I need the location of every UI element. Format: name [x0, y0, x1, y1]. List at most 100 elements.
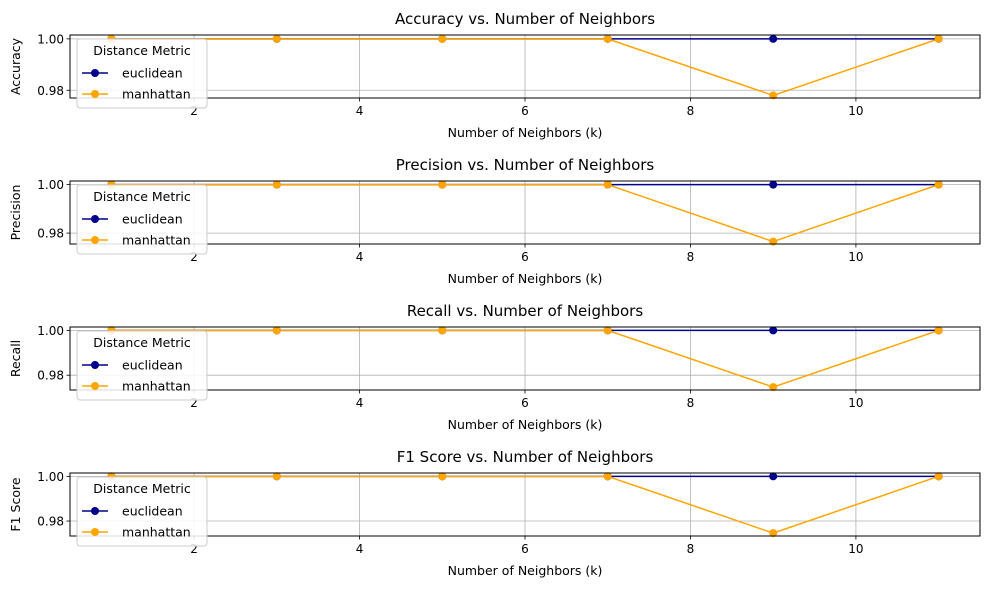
data-point-manhattan: [603, 472, 612, 481]
y-axis-label: Precision: [8, 185, 23, 241]
x-tick-label: 8: [687, 542, 695, 556]
legend-marker-manhattan: [91, 382, 99, 390]
series-line-manhattan: [111, 183, 939, 243]
legend-marker-manhattan: [91, 90, 99, 98]
legend-label-euclidean: euclidean: [122, 66, 183, 81]
legend-label-manhattan: manhattan: [122, 233, 191, 248]
data-point-manhattan: [438, 180, 447, 189]
x-axis-label: Number of Neighbors (k): [448, 271, 603, 286]
series-line-manhattan: [111, 329, 939, 388]
x-tick-label: 10: [848, 542, 863, 556]
x-tick-label: 4: [356, 250, 364, 264]
legend-marker-euclidean: [91, 507, 99, 515]
legend-marker-manhattan: [91, 236, 99, 244]
y-tick-label: 1.00: [37, 470, 64, 484]
subplot-4: 2 4 6 8 10 0.98 1.00 F1 Score vs. Number of Nei…: [8, 448, 981, 578]
data-point-manhattan: [272, 34, 281, 43]
y-axis-label: Accuracy: [8, 37, 23, 95]
legend: Distance Metric euclidean manhattan: [76, 330, 208, 401]
legend: Distance Metric euclidean manhattan: [76, 476, 208, 547]
x-tick-label: 6: [521, 250, 529, 264]
x-axis-label: Number of Neighbors (k): [448, 125, 603, 140]
chart-title: F1 Score vs. Number of Neighbors: [397, 448, 654, 466]
legend-label-manhattan: manhattan: [122, 87, 191, 102]
x-tick-label: 10: [848, 104, 863, 118]
series-line-manhattan: [111, 475, 939, 534]
y-tick-label: 1.00: [37, 32, 64, 46]
x-tick-label: 8: [687, 250, 695, 264]
x-tick-label: 4: [356, 396, 364, 410]
data-point-manhattan: [272, 180, 281, 189]
subplot-3: 2 4 6 8 10 0.98 1.00 Recall vs. Number of Neigh…: [8, 302, 981, 432]
x-tick-label: 4: [356, 542, 364, 556]
data-point-manhattan: [934, 326, 943, 335]
x-tick-label: 2: [190, 250, 198, 264]
legend-marker-euclidean: [91, 69, 99, 77]
data-point-manhattan: [272, 472, 281, 481]
y-tick-label: 0.98: [37, 227, 64, 241]
x-tick-label: 4: [356, 104, 364, 118]
subplot-1: 2 4 6 8 10 0.98 1.00 Accuracy vs. Number of Nei…: [8, 10, 981, 140]
x-tick-label: 8: [687, 396, 695, 410]
x-tick-label: 6: [521, 542, 529, 556]
data-point-manhattan: [603, 180, 612, 189]
data-point-euclidean: [769, 180, 778, 189]
data-point-manhattan: [769, 91, 778, 100]
legend-marker-euclidean: [91, 215, 99, 223]
x-tick-label: 8: [687, 104, 695, 118]
legend-label-euclidean: euclidean: [122, 504, 183, 519]
y-axis-label: Recall: [8, 340, 23, 377]
data-point-manhattan: [934, 472, 943, 481]
legend: Distance Metric euclidean manhattan: [76, 38, 208, 109]
data-point-manhattan: [438, 326, 447, 335]
data-point-manhattan: [603, 34, 612, 43]
legend-title: Distance Metric: [93, 43, 191, 58]
x-axis-label: Number of Neighbors (k): [448, 417, 603, 432]
data-point-manhattan: [438, 34, 447, 43]
legend-box: [76, 330, 208, 401]
data-point-manhattan: [934, 34, 943, 43]
data-point-manhattan: [272, 326, 281, 335]
y-tick-label: 1.00: [37, 178, 64, 192]
y-tick-label: 0.98: [37, 369, 64, 383]
legend-title: Distance Metric: [93, 481, 191, 496]
legend: Distance Metric euclidean manhattan: [76, 184, 208, 255]
x-tick-label: 6: [521, 396, 529, 410]
data-point-euclidean: [769, 326, 778, 335]
data-point-manhattan: [603, 326, 612, 335]
x-tick-label: 10: [848, 250, 863, 264]
x-tick-label: 2: [190, 396, 198, 410]
data-point-manhattan: [769, 383, 778, 392]
data-point-manhattan: [934, 180, 943, 189]
legend-label-manhattan: manhattan: [122, 525, 191, 540]
chart-title: Accuracy vs. Number of Neighbors: [395, 10, 655, 28]
series-line-manhattan: [111, 38, 939, 97]
legend-title: Distance Metric: [93, 335, 191, 350]
legend-label-euclidean: euclidean: [122, 358, 183, 373]
legend-box: [76, 38, 208, 109]
legend-marker-manhattan: [91, 528, 99, 536]
data-point-manhattan: [769, 529, 778, 538]
y-tick-label: 0.98: [37, 515, 64, 529]
legend-marker-euclidean: [91, 361, 99, 369]
x-tick-label: 6: [521, 104, 529, 118]
subplot-2: 2 4 6 8 10 0.98 1.00 Precision vs. Number of Ne…: [8, 156, 981, 286]
chart-title: Precision vs. Number of Neighbors: [396, 156, 655, 174]
legend-box: [76, 184, 208, 255]
y-axis-label: F1 Score: [8, 477, 23, 531]
x-axis-label: Number of Neighbors (k): [448, 563, 603, 578]
x-tick-label: 2: [190, 542, 198, 556]
chart-title: Recall vs. Number of Neighbors: [407, 302, 644, 320]
x-tick-label: 10: [848, 396, 863, 410]
y-tick-label: 0.98: [37, 84, 64, 98]
y-tick-label: 1.00: [37, 324, 64, 338]
legend-label-manhattan: manhattan: [122, 379, 191, 394]
legend-label-euclidean: euclidean: [122, 212, 183, 227]
x-tick-label: 2: [190, 104, 198, 118]
data-point-manhattan: [438, 472, 447, 481]
legend-title: Distance Metric: [93, 189, 191, 204]
data-point-euclidean: [769, 34, 778, 43]
legend-box: [76, 476, 208, 547]
data-point-euclidean: [769, 472, 778, 481]
